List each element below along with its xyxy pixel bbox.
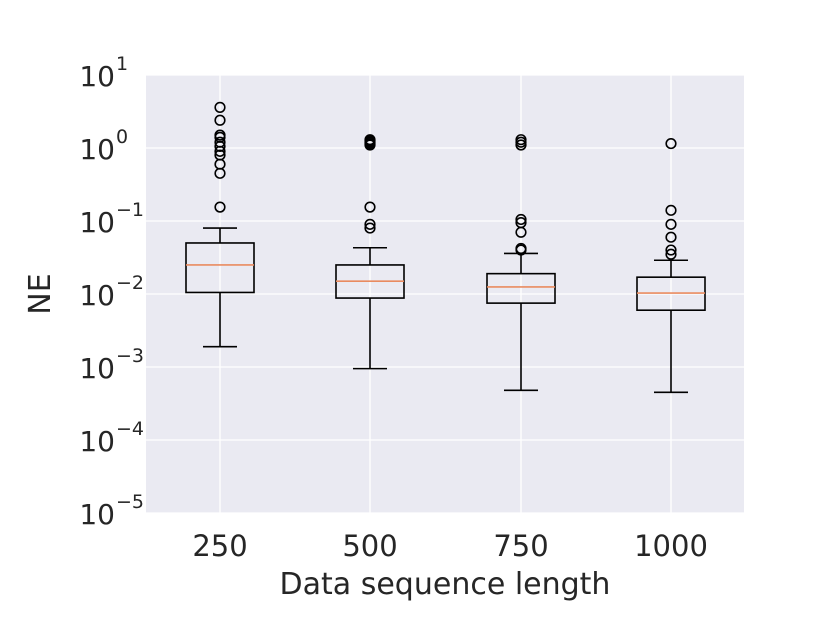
outlier-point	[214, 149, 226, 161]
y-tick-exponent: 1	[116, 53, 128, 75]
outlier-point	[214, 101, 226, 113]
y-tick-exponent: −4	[116, 418, 144, 440]
box-series	[185, 101, 706, 394]
outlier-point	[364, 201, 376, 213]
y-tick-exponent: −5	[116, 491, 144, 513]
outlier-point	[515, 242, 527, 255]
y-tick-base: 10	[79, 279, 115, 312]
x-axis-label: Data sequence length	[280, 567, 611, 602]
y-tick-label: 10 0	[79, 126, 128, 166]
x-tick-label: 1000	[634, 529, 708, 563]
y-tick-base: 10	[79, 425, 115, 458]
y-tick-label: 10 −4	[79, 418, 144, 458]
outlier-point	[214, 114, 226, 126]
outlier-point	[515, 217, 527, 229]
outlier-point	[214, 136, 226, 148]
y-tick-label: 10 −5	[79, 491, 144, 531]
outlier-point	[364, 222, 376, 234]
outlier-point	[214, 201, 226, 213]
outlier-point	[665, 204, 677, 216]
x-tick-label: 500	[342, 529, 397, 563]
x-tick-label: 250	[192, 529, 247, 563]
outlier-point	[364, 134, 376, 146]
outlier-point	[665, 244, 677, 256]
x-tick-label: 750	[493, 529, 548, 563]
outlier-point	[665, 218, 677, 230]
y-tick-exponent: −1	[116, 199, 144, 221]
outlier-point	[665, 248, 677, 260]
outlier-point	[665, 137, 677, 150]
outlier-point	[364, 218, 376, 230]
outlier-point	[214, 129, 226, 141]
outlier-point	[515, 213, 527, 226]
x-tick-labels: 250 500 750 1000	[192, 529, 708, 563]
y-tick-exponent: 0	[116, 126, 128, 148]
box-250	[185, 101, 255, 348]
interquartile-box	[185, 242, 255, 294]
y-tick-base: 10	[79, 133, 115, 166]
outlier-point	[515, 134, 527, 146]
box-500	[335, 134, 405, 370]
box-1000	[636, 137, 706, 394]
y-tick-exponent: −3	[116, 345, 144, 367]
y-tick-label: 10 1	[79, 53, 128, 93]
y-tick-base: 10	[79, 352, 115, 385]
y-tick-label: 10 −3	[79, 345, 144, 385]
outlier-point	[665, 231, 677, 243]
interquartile-box	[486, 272, 556, 304]
y-tick-label: 10 −2	[79, 272, 144, 312]
y-tick-base: 10	[79, 498, 115, 531]
y-tick-base: 10	[79, 60, 115, 93]
y-tick-label: 10 −1	[79, 199, 144, 239]
box-750	[486, 134, 556, 392]
y-tick-base: 10	[79, 206, 115, 239]
y-axis-label: NE	[23, 273, 58, 314]
y-tick-exponent: −2	[116, 272, 144, 294]
